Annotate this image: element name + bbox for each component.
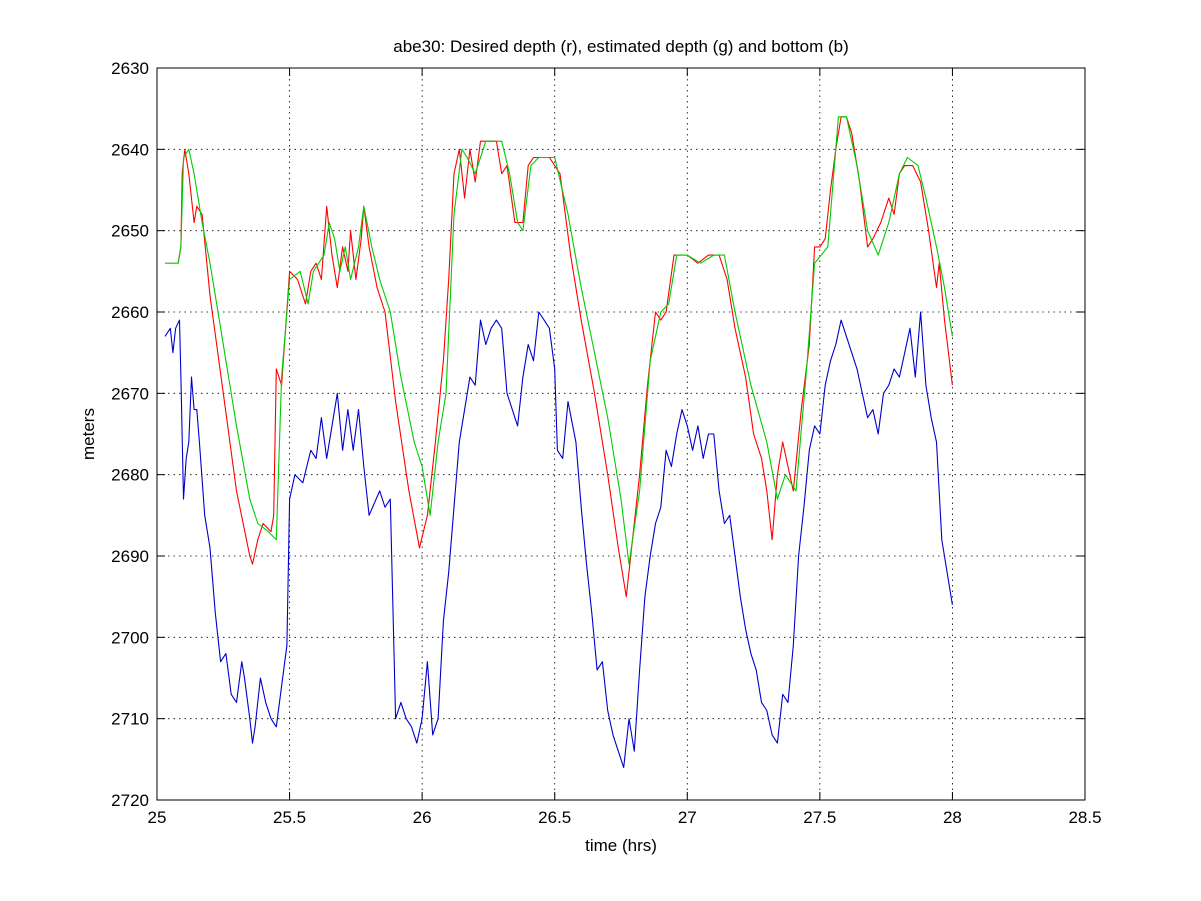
estimated-depth-line [165,116,953,565]
x-tick-label: 26.5 [538,808,571,827]
tick-marks [156,67,1086,801]
y-tick-label: 2630 [111,59,149,78]
y-tick-label: 2710 [111,710,149,729]
y-tick-label: 2640 [111,140,149,159]
x-tick-label: 26 [413,808,432,827]
x-tick-labels: 25 25.5 26 26.5 27 27.5 28 28.5 [148,808,1102,827]
y-tick-label: 2680 [111,466,149,485]
x-tick-label: 27.5 [803,808,836,827]
y-tick-labels: 2630 2640 2650 2660 2670 2680 2690 2700 2710 2720 [111,59,149,810]
y-tick-label: 2650 [111,222,149,241]
grid-lines [157,68,1085,800]
y-axis-title: meters [79,408,98,460]
plot-area [156,67,1086,801]
y-tick-label: 2720 [111,791,149,810]
y-tick-label: 2660 [111,303,149,322]
series-group [164,116,953,769]
x-tick-label: 27 [678,808,697,827]
x-axis-title: time (hrs) [585,836,657,855]
x-tick-label: 25 [148,808,167,827]
bottom-line [164,311,953,769]
x-tick-label: 25.5 [273,808,306,827]
y-tick-label: 2670 [111,384,149,403]
chart-title: abe30: Desired depth (r), estimated dept… [393,37,848,56]
x-tick-label: 28 [943,808,962,827]
plot-frame [156,67,1086,801]
y-tick-label: 2690 [111,547,149,566]
y-tick-label: 2700 [111,628,149,647]
x-tick-label: 28.5 [1068,808,1101,827]
